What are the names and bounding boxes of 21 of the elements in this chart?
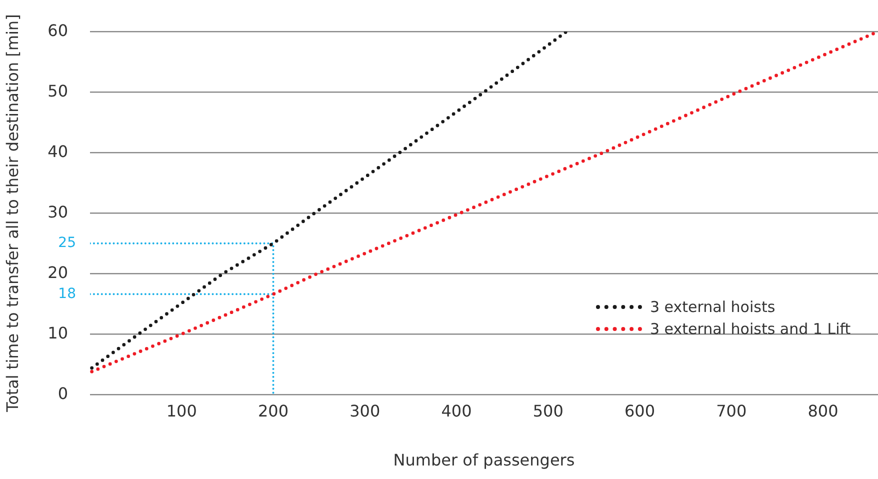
- x-tick-label: 300: [350, 401, 380, 420]
- x-tick-label: 400: [441, 401, 472, 420]
- x-tick-label: 100: [166, 401, 197, 420]
- x-axis-title: Number of passengers: [393, 450, 575, 470]
- y-tick-label: 20: [48, 262, 68, 282]
- x-tick-label: 700: [716, 401, 747, 420]
- y-tick-label: 60: [48, 20, 68, 40]
- x-tick-label: 800: [808, 401, 838, 420]
- y-tick-label: 30: [48, 202, 68, 222]
- legend-label: 3 external hoists: [650, 297, 776, 318]
- text: 18: [58, 286, 76, 302]
- y-tick-label: 0: [58, 384, 68, 403]
- x-tick-label: 500: [532, 401, 564, 420]
- x-tick-label: 200: [258, 401, 289, 420]
- x-tick-label: 600: [624, 401, 656, 420]
- y-tick-label: 50: [48, 81, 68, 100]
- text: 25: [58, 234, 76, 251]
- y-tick-label: 40: [48, 142, 68, 161]
- y-axis-title: Total time to transfer all to their destination [min]: [2, 14, 22, 413]
- y-tick-label: 10: [48, 323, 68, 342]
- legend-label: 3 external hoists and 1 Lift: [650, 319, 851, 340]
